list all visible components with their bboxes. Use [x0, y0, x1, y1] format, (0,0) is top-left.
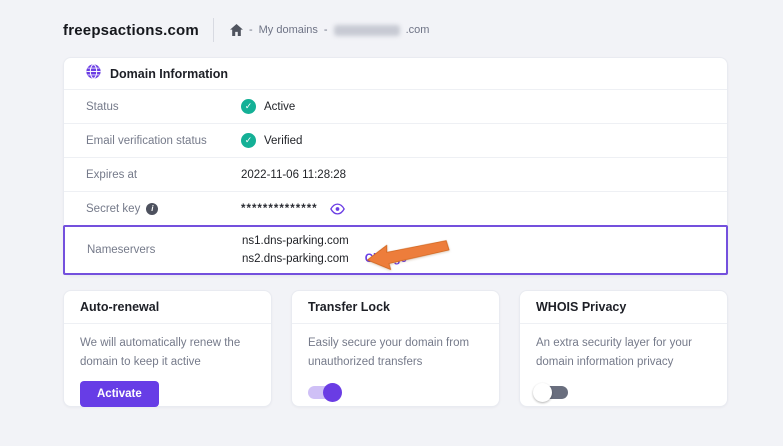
secret-key-row: Secret key i ************** — [64, 192, 727, 226]
breadcrumb-my-domains[interactable]: My domains — [258, 24, 318, 36]
top-bar: freepsactions.com - My domains - .com — [0, 0, 783, 44]
nameserver-2-value: ns2.dns-parking.com — [242, 253, 349, 265]
domain-information-header: Domain Information — [64, 58, 727, 90]
feature-cards-row: Auto-renewal We will automatically renew… — [63, 290, 728, 407]
nameservers-label: Nameservers — [87, 244, 156, 256]
auto-renewal-title: Auto-renewal — [80, 300, 160, 314]
status-label: Status — [86, 100, 119, 113]
toggle-knob — [533, 383, 552, 402]
email-verification-value: Verified — [264, 134, 303, 147]
transfer-lock-toggle[interactable] — [308, 383, 342, 402]
whois-privacy-toggle[interactable] — [533, 383, 568, 402]
email-verification-row: Email verification status ✓ Verified — [64, 124, 727, 158]
expires-value: 2022-11-06 11:28:28 — [241, 168, 347, 181]
auto-renewal-card: Auto-renewal We will automatically renew… — [63, 290, 272, 407]
title-divider — [212, 18, 214, 42]
domain-information-card: Domain Information Status ✓ Active Email… — [63, 57, 728, 276]
whois-privacy-title: WHOIS Privacy — [536, 300, 627, 314]
auto-renewal-description: We will automatically renew the domain t… — [80, 337, 241, 368]
status-value: Active — [264, 100, 296, 113]
email-verification-label: Email verification status — [86, 134, 207, 147]
card-title: Domain Information — [110, 66, 229, 81]
check-icon: ✓ — [241, 133, 256, 148]
expires-row: Expires at 2022-11-06 11:28:28 — [64, 158, 727, 192]
whois-privacy-card: WHOIS Privacy An extra security layer fo… — [519, 290, 728, 407]
whois-privacy-description: An extra security layer for your domain … — [536, 337, 692, 368]
breadcrumb-separator: - — [323, 24, 328, 36]
activate-auto-renewal-button[interactable]: Activate — [80, 381, 159, 407]
globe-icon — [86, 63, 101, 84]
breadcrumb-separator: - — [248, 24, 253, 36]
toggle-knob — [323, 383, 342, 402]
nameserver-1-value: ns1.dns-parking.com — [242, 235, 349, 247]
check-icon: ✓ — [241, 99, 256, 114]
page-title: freepsactions.com — [63, 21, 199, 39]
secret-key-masked-value: ************** — [241, 202, 318, 215]
transfer-lock-description: Easily secure your domain from unauthori… — [308, 337, 470, 368]
secret-key-label: Secret key — [86, 202, 141, 215]
status-row: Status ✓ Active — [64, 90, 727, 124]
nameservers-row: Nameservers ns1.dns-parking.com ns2.dns-… — [63, 225, 728, 275]
transfer-lock-title: Transfer Lock — [308, 300, 390, 314]
redacted-domain-name — [333, 24, 400, 36]
expires-label: Expires at — [86, 168, 138, 181]
info-icon[interactable]: i — [146, 202, 159, 215]
breadcrumb-domain-suffix: .com — [405, 24, 430, 36]
breadcrumb: - My domains - .com — [230, 24, 429, 36]
eye-icon[interactable] — [329, 202, 345, 215]
transfer-lock-card: Transfer Lock Easily secure your domain … — [291, 290, 500, 407]
change-nameservers-link[interactable]: Change — [364, 253, 407, 265]
home-icon[interactable] — [230, 24, 243, 36]
